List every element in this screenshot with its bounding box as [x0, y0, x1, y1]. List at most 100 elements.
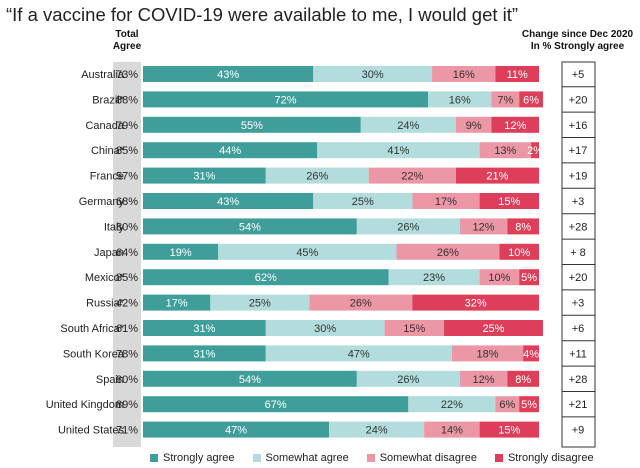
country-label: Italy — [104, 221, 125, 233]
data-label-strongly-disagree: 21% — [486, 171, 508, 183]
total-agree-value: 71% — [116, 425, 138, 437]
total-agree-value: 88% — [116, 94, 138, 106]
change-value: +20 — [569, 272, 588, 284]
bar-segment-somewhat-agree — [408, 396, 496, 413]
total-agree-value: 61% — [116, 323, 138, 335]
change-value: +3 — [572, 298, 585, 310]
legend-label: Somewhat agree — [265, 452, 349, 464]
country-label: Mexico* — [85, 272, 125, 284]
bar-segment-somewhat-disagree — [479, 142, 532, 159]
bar-segment-strongly-disagree — [491, 116, 539, 133]
total-agree-header: Total Agree — [112, 29, 142, 53]
data-label-somewhat-disagree: 16% — [453, 69, 475, 81]
data-label-somewhat-disagree: 12% — [473, 221, 495, 233]
bar-segment-somewhat-agree — [356, 370, 460, 387]
legend-label: Strongly disagree — [507, 452, 594, 464]
bar-segment-strongly-agree — [143, 243, 219, 260]
data-label-somewhat-disagree: 12% — [473, 374, 495, 386]
data-label-strongly-agree: 44% — [219, 145, 241, 157]
bar-segment-strongly-agree — [143, 269, 389, 286]
total-agree-value: 68% — [116, 196, 138, 208]
country-label: United States — [58, 425, 125, 437]
data-label-strongly-disagree: 2% — [527, 145, 543, 157]
bar-segment-somewhat-disagree — [424, 421, 480, 438]
data-label-somewhat-disagree: 9% — [466, 120, 482, 132]
total-agree-column-bg — [113, 62, 141, 447]
bar-segment-strongly-disagree — [412, 294, 539, 311]
data-label-somewhat-disagree: 17% — [435, 196, 457, 208]
bar-segment-strongly-agree — [143, 66, 314, 82]
bar-segment-somewhat-agree — [265, 167, 369, 184]
total-agree-value: 79% — [116, 120, 138, 132]
change-value: + 8 — [570, 247, 586, 259]
bar-segment-strongly-agree — [143, 421, 330, 438]
bar-segment-strongly-agree — [143, 142, 318, 159]
bar-segment-somewhat-agree — [388, 269, 480, 286]
data-label-strongly-agree: 62% — [255, 272, 277, 284]
data-label-somewhat-agree: 26% — [397, 374, 419, 386]
bar-segment-strongly-disagree — [507, 218, 539, 235]
bar-segment-strongly-agree — [143, 218, 357, 235]
bar-segment-strongly-agree — [143, 294, 211, 311]
data-label-somewhat-disagree: 7% — [497, 94, 513, 106]
legend-label: Strongly agree — [163, 452, 235, 464]
bar-segment-somewhat-agree — [265, 320, 385, 336]
data-label-somewhat-agree: 16% — [449, 94, 471, 106]
country-label: France — [90, 171, 124, 183]
bar-segment-strongly-disagree — [507, 370, 539, 387]
bar-segment-strongly-disagree — [519, 269, 539, 286]
total-agree-value: 85% — [116, 272, 138, 284]
country-label: South Africa* — [60, 323, 124, 335]
bar-segment-somewhat-disagree — [412, 193, 480, 209]
data-label-strongly-disagree: 32% — [465, 298, 487, 310]
change-header-line1: Change since Dec 2020 — [521, 29, 634, 40]
change-value: +6 — [572, 323, 585, 335]
data-label-strongly-agree: 31% — [193, 171, 215, 183]
data-label-strongly-disagree: 5% — [521, 272, 537, 284]
bar-segment-somewhat-disagree — [479, 269, 520, 286]
legend-item-somewhat-agree: Somewhat agree — [252, 452, 349, 464]
data-label-strongly-disagree: 15% — [498, 425, 520, 437]
bar-segment-strongly-disagree — [495, 66, 539, 82]
change-value: +3 — [572, 196, 585, 208]
data-label-somewhat-agree: 23% — [423, 272, 445, 284]
data-label-strongly-agree: 31% — [193, 348, 215, 360]
data-label-somewhat-agree: 45% — [296, 247, 318, 259]
change-value: +20 — [569, 94, 588, 106]
country-label: Australia — [81, 69, 125, 81]
bar-segment-strongly-disagree — [531, 142, 539, 159]
bar-segment-strongly-agree — [143, 167, 266, 184]
bar-segment-somewhat-disagree — [491, 91, 520, 108]
bar-segment-strongly-disagree — [479, 421, 539, 438]
bar-segment-somewhat-disagree — [368, 167, 456, 184]
country-label: United Kingdom — [46, 399, 124, 411]
data-label-strongly-agree: 43% — [217, 69, 239, 81]
data-label-strongly-disagree: 5% — [521, 399, 537, 411]
data-label-somewhat-disagree: 6% — [499, 399, 515, 411]
total-agree-value: 80% — [116, 374, 138, 386]
data-label-strongly-disagree: 15% — [498, 196, 520, 208]
bar-segment-strongly-agree — [143, 320, 266, 336]
change-value: +21 — [569, 399, 588, 411]
data-label-strongly-agree: 47% — [225, 425, 247, 437]
bar-segment-somewhat-agree — [218, 243, 397, 260]
data-label-somewhat-agree: 24% — [366, 425, 388, 437]
data-label-somewhat-disagree: 13% — [494, 145, 516, 157]
data-label-somewhat-agree: 47% — [348, 348, 370, 360]
bar-segment-somewhat-disagree — [451, 345, 524, 362]
country-label: Germany — [79, 196, 125, 208]
data-label-somewhat-agree: 22% — [441, 399, 463, 411]
total-agree-value: 73% — [116, 69, 138, 81]
legend-item-somewhat-disagree: Somewhat disagree — [366, 452, 477, 464]
change-value: +16 — [569, 120, 588, 132]
data-label-strongly-disagree: 8% — [515, 221, 531, 233]
data-label-somewhat-disagree: 15% — [403, 323, 425, 335]
data-label-strongly-disagree: 12% — [504, 120, 526, 132]
country-label: China* — [91, 145, 125, 157]
data-label-strongly-disagree: 6% — [523, 94, 539, 106]
change-value: +11 — [569, 348, 587, 360]
bar-segment-somewhat-agree — [360, 116, 456, 133]
bar-segment-somewhat-disagree — [459, 370, 508, 387]
bar-segment-strongly-agree — [143, 193, 314, 209]
bar-segment-strongly-disagree — [443, 320, 543, 336]
